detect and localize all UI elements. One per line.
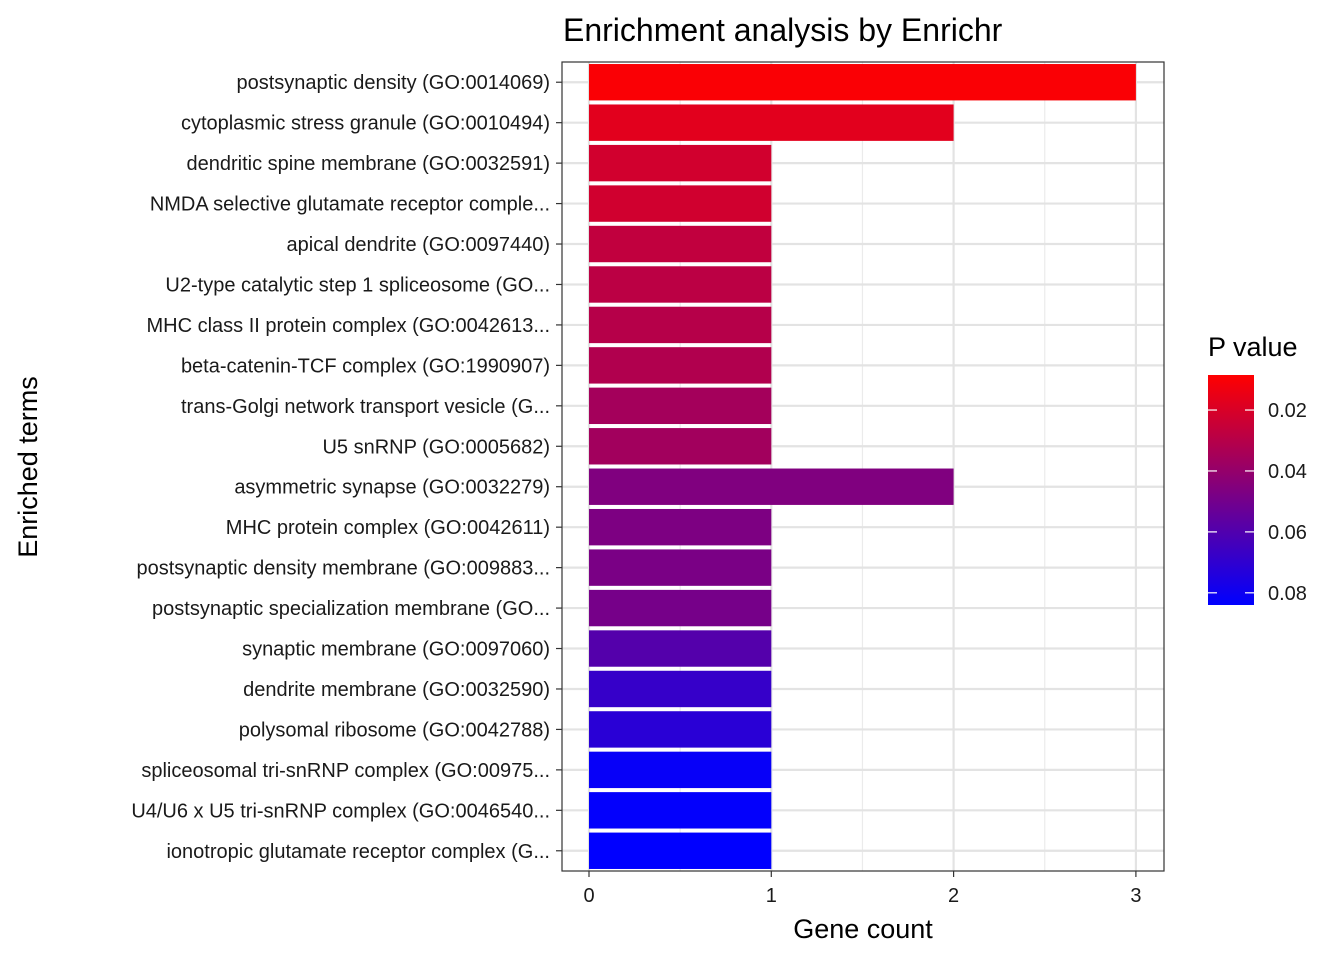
legend-title: P value (1208, 332, 1298, 362)
bar-18 (589, 751, 772, 789)
chart-title: Enrichment analysis by Enrichr (563, 12, 1003, 48)
bar-15 (589, 630, 772, 667)
x-tick-label: 3 (1130, 885, 1141, 907)
y-tick-label: MHC class II protein complex (GO:0042613… (147, 315, 551, 337)
bar-9 (589, 387, 772, 425)
bar-12 (589, 508, 772, 546)
legend: P value 0.02 0.04 0.06 0.08 (1208, 332, 1307, 605)
y-tick-label: U4/U6 x U5 tri-snRNP complex (GO:0046540… (131, 800, 550, 822)
bar-17 (589, 711, 772, 748)
y-tick-label: trans-Golgi network transport vesicle (G… (181, 396, 550, 418)
legend-ticks: 0.02 0.04 0.06 0.08 (1208, 400, 1307, 605)
bar-2 (589, 104, 954, 141)
bar-20 (589, 832, 772, 869)
legend-colorbar (1208, 375, 1254, 605)
y-tick-label: apical dendrite (GO:0097440) (287, 234, 551, 256)
y-tick-label: cytoplasmic stress granule (GO:0010494) (181, 113, 550, 135)
y-tick-label: asymmetric synapse (GO:0032279) (234, 477, 550, 499)
bar-layer (589, 64, 1136, 869)
legend-tick-label: 0.04 (1268, 461, 1307, 483)
legend-tick-label: 0.02 (1268, 400, 1307, 422)
bar-8 (589, 347, 772, 384)
bar-4 (589, 185, 772, 222)
x-axis-title: Gene count (793, 914, 933, 944)
bar-13 (589, 549, 772, 586)
bar-1 (589, 64, 1136, 101)
bar-10 (589, 428, 772, 465)
x-tick-label: 2 (948, 885, 959, 907)
x-tick-label: 0 (583, 885, 594, 907)
bar-5 (589, 225, 772, 263)
plot-panel-border (561, 61, 1165, 872)
bar-6 (589, 266, 772, 303)
y-tick-label: dendrite membrane (GO:0032590) (243, 679, 550, 701)
bar-11 (589, 468, 954, 505)
y-tick-label: spliceosomal tri-snRNP complex (GO:00975… (141, 760, 550, 782)
y-tick-label: postsynaptic density (GO:0014069) (236, 72, 550, 94)
y-tick-label: postsynaptic density membrane (GO:009883… (136, 558, 550, 580)
y-axis: postsynaptic density (GO:0014069) cytopla… (131, 72, 562, 863)
bar-7 (589, 306, 772, 344)
y-tick-label: beta-catenin-TCF complex (GO:1990907) (181, 355, 550, 377)
y-axis-title: Enriched terms (13, 376, 43, 558)
x-axis: 0 1 2 3 (583, 871, 1141, 907)
y-tick-label: NMDA selective glutamate receptor comple… (150, 194, 550, 216)
bar-16 (589, 670, 772, 708)
y-tick-label: U2-type catalytic step 1 spliceosome (GO… (165, 274, 550, 296)
legend-tick-label: 0.06 (1268, 522, 1307, 544)
y-tick-label: ionotropic glutamate receptor complex (G… (166, 841, 550, 863)
x-tick-label: 1 (766, 885, 777, 907)
legend-tick-label: 0.08 (1268, 583, 1307, 605)
y-tick-label: polysomal ribosome (GO:0042788) (239, 719, 550, 741)
y-tick-label: synaptic membrane (GO:0097060) (242, 639, 550, 661)
y-tick-label: postsynaptic specialization membrane (GO… (152, 598, 550, 620)
y-tick-label: dendritic spine membrane (GO:0032591) (186, 153, 550, 175)
bar-19 (589, 792, 772, 829)
y-tick-label: MHC protein complex (GO:0042611) (226, 517, 550, 539)
bar-3 (589, 144, 772, 182)
y-tick-label: U5 snRNP (GO:0005682) (322, 436, 550, 458)
bar-14 (589, 589, 772, 627)
